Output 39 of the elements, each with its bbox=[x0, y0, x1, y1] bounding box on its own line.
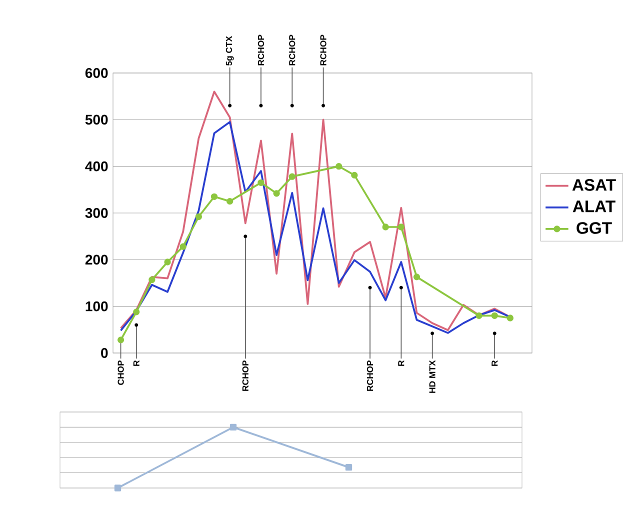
annotation: RCHOP bbox=[289, 34, 296, 66]
annotation: RCHOP bbox=[366, 360, 374, 391]
point bbox=[398, 224, 404, 230]
point bbox=[195, 213, 202, 220]
point bbox=[413, 274, 420, 280]
point bbox=[148, 276, 156, 284]
annotation: RCHOP bbox=[242, 360, 248, 391]
annotation: 5g CTX bbox=[226, 36, 234, 66]
y-tick-label: 400 bbox=[85, 161, 108, 172]
point bbox=[382, 224, 389, 230]
annotation: HD MTX bbox=[429, 360, 436, 393]
point bbox=[336, 162, 342, 170]
point bbox=[476, 312, 482, 319]
annotation: R bbox=[398, 360, 404, 366]
annotation: RCHOP bbox=[320, 34, 326, 66]
annotation: R bbox=[133, 360, 140, 366]
point bbox=[506, 314, 514, 322]
y-tick-label: 500 bbox=[85, 114, 108, 125]
point bbox=[133, 308, 140, 316]
y-tick-label: 100 bbox=[86, 301, 108, 312]
point bbox=[180, 243, 186, 250]
point bbox=[210, 193, 218, 200]
annotation: CHOP bbox=[118, 360, 124, 385]
y-tick-label: 0 bbox=[101, 348, 108, 358]
point bbox=[288, 173, 296, 180]
point bbox=[258, 179, 264, 186]
point bbox=[226, 198, 234, 205]
y-tick-label: 300 bbox=[85, 208, 108, 218]
y-tick-label: 600 bbox=[85, 68, 108, 78]
legend-label: ASAT bbox=[572, 179, 616, 191]
legend-label: ALAT bbox=[572, 200, 616, 212]
legend-label: GGT bbox=[576, 222, 612, 234]
point bbox=[273, 190, 280, 197]
point bbox=[351, 172, 358, 179]
annotation: RCHOP bbox=[258, 34, 264, 66]
point bbox=[164, 258, 171, 266]
annotation: R bbox=[492, 360, 498, 366]
y-tick-label: 200 bbox=[85, 254, 108, 265]
point bbox=[491, 312, 498, 319]
